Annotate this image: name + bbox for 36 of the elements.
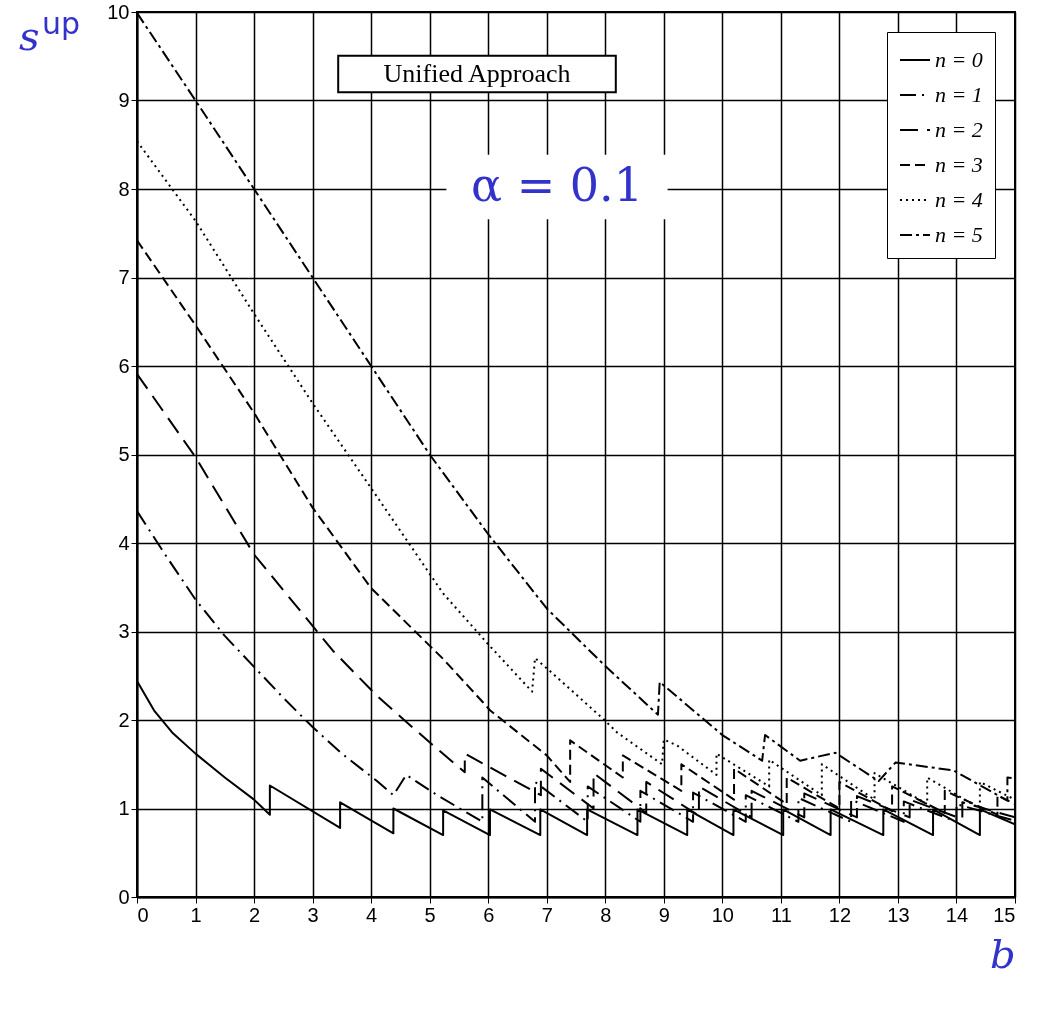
y-tick-label: 8 (118, 177, 130, 200)
legend-label: n = 0 (935, 47, 983, 72)
y-tick-label: 0 (118, 885, 130, 908)
annotation: Unified Approach (383, 59, 571, 88)
x-tick-label: 14 (945, 903, 969, 926)
y-tick-label: 1 (118, 797, 130, 819)
y-tick-label: 9 (118, 89, 130, 111)
x-tick-label: 4 (366, 903, 378, 926)
y-tick-label: 3 (118, 620, 130, 642)
y-tick-label: 2 (118, 708, 130, 731)
legend-label: n = 2 (935, 117, 983, 142)
x-axis-title: b (989, 930, 1016, 977)
x-tick-label: 6 (483, 903, 495, 926)
y-tick-label: 4 (118, 531, 130, 554)
legend-label: n = 1 (935, 82, 983, 107)
y-tick-label: 6 (118, 354, 130, 377)
x-tick-label: 10 (711, 903, 734, 926)
x-tick-label: 13 (887, 903, 910, 926)
x-tick-label: 9 (658, 903, 670, 926)
x-tick-label: 7 (541, 903, 553, 926)
x-tick-label: 0 (137, 903, 149, 926)
annotation: α = 0.1 (470, 158, 644, 212)
legend-label: n = 3 (935, 152, 983, 177)
x-tick-label: 1 (190, 903, 202, 926)
y-tick-label: 7 (118, 266, 130, 288)
legend-label: n = 4 (935, 187, 983, 212)
y-tick-label: 5 (118, 443, 130, 465)
x-tick-label: 12 (828, 903, 852, 926)
x-tick-label: 8 (600, 903, 612, 926)
x-tick-label: 3 (307, 903, 319, 926)
y-tick-label: 10 (107, 0, 130, 23)
x-tick-label: 15 (993, 903, 1016, 926)
legend-label: n = 5 (935, 222, 983, 247)
x-tick-label: 11 (770, 903, 792, 926)
x-tick-label: 2 (249, 903, 261, 926)
x-tick-label: 5 (424, 903, 436, 926)
